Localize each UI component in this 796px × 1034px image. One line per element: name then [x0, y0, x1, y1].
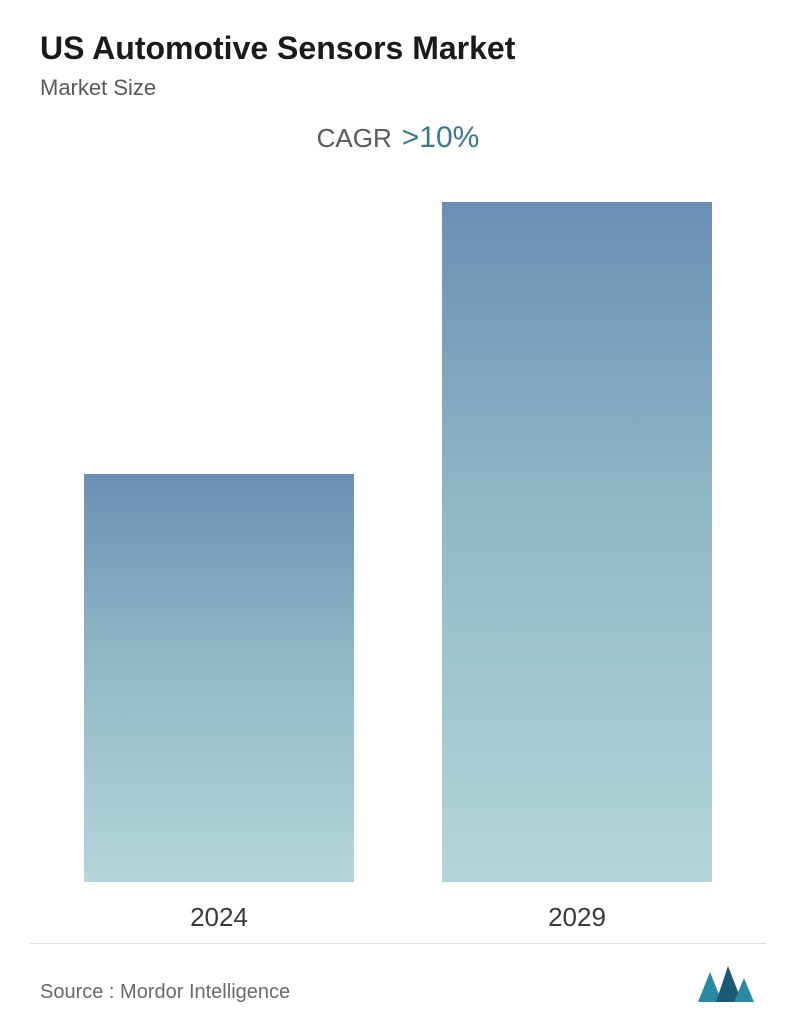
source-text: Source : Mordor Intelligence: [40, 981, 290, 1004]
bar-2029: [442, 202, 712, 882]
chart-subtitle: Market Size: [40, 75, 756, 101]
bar-2029-label: 2029: [548, 902, 606, 933]
chart-title: US Automotive Sensors Market: [40, 30, 756, 67]
bar-2024: [84, 474, 354, 882]
bar-2024-label: 2024: [190, 902, 248, 933]
mordor-logo-icon: [696, 964, 756, 1004]
chart-footer: Source : Mordor Intelligence: [40, 944, 756, 1004]
cagr-row: CAGR >10%: [40, 121, 756, 155]
bar-2029-wrap: 2029: [428, 202, 726, 943]
cagr-label: CAGR: [317, 123, 392, 154]
bar-2024-wrap: 2024: [70, 474, 368, 943]
cagr-value: >10%: [402, 121, 480, 155]
bar-chart: 2024 2029: [40, 165, 756, 943]
